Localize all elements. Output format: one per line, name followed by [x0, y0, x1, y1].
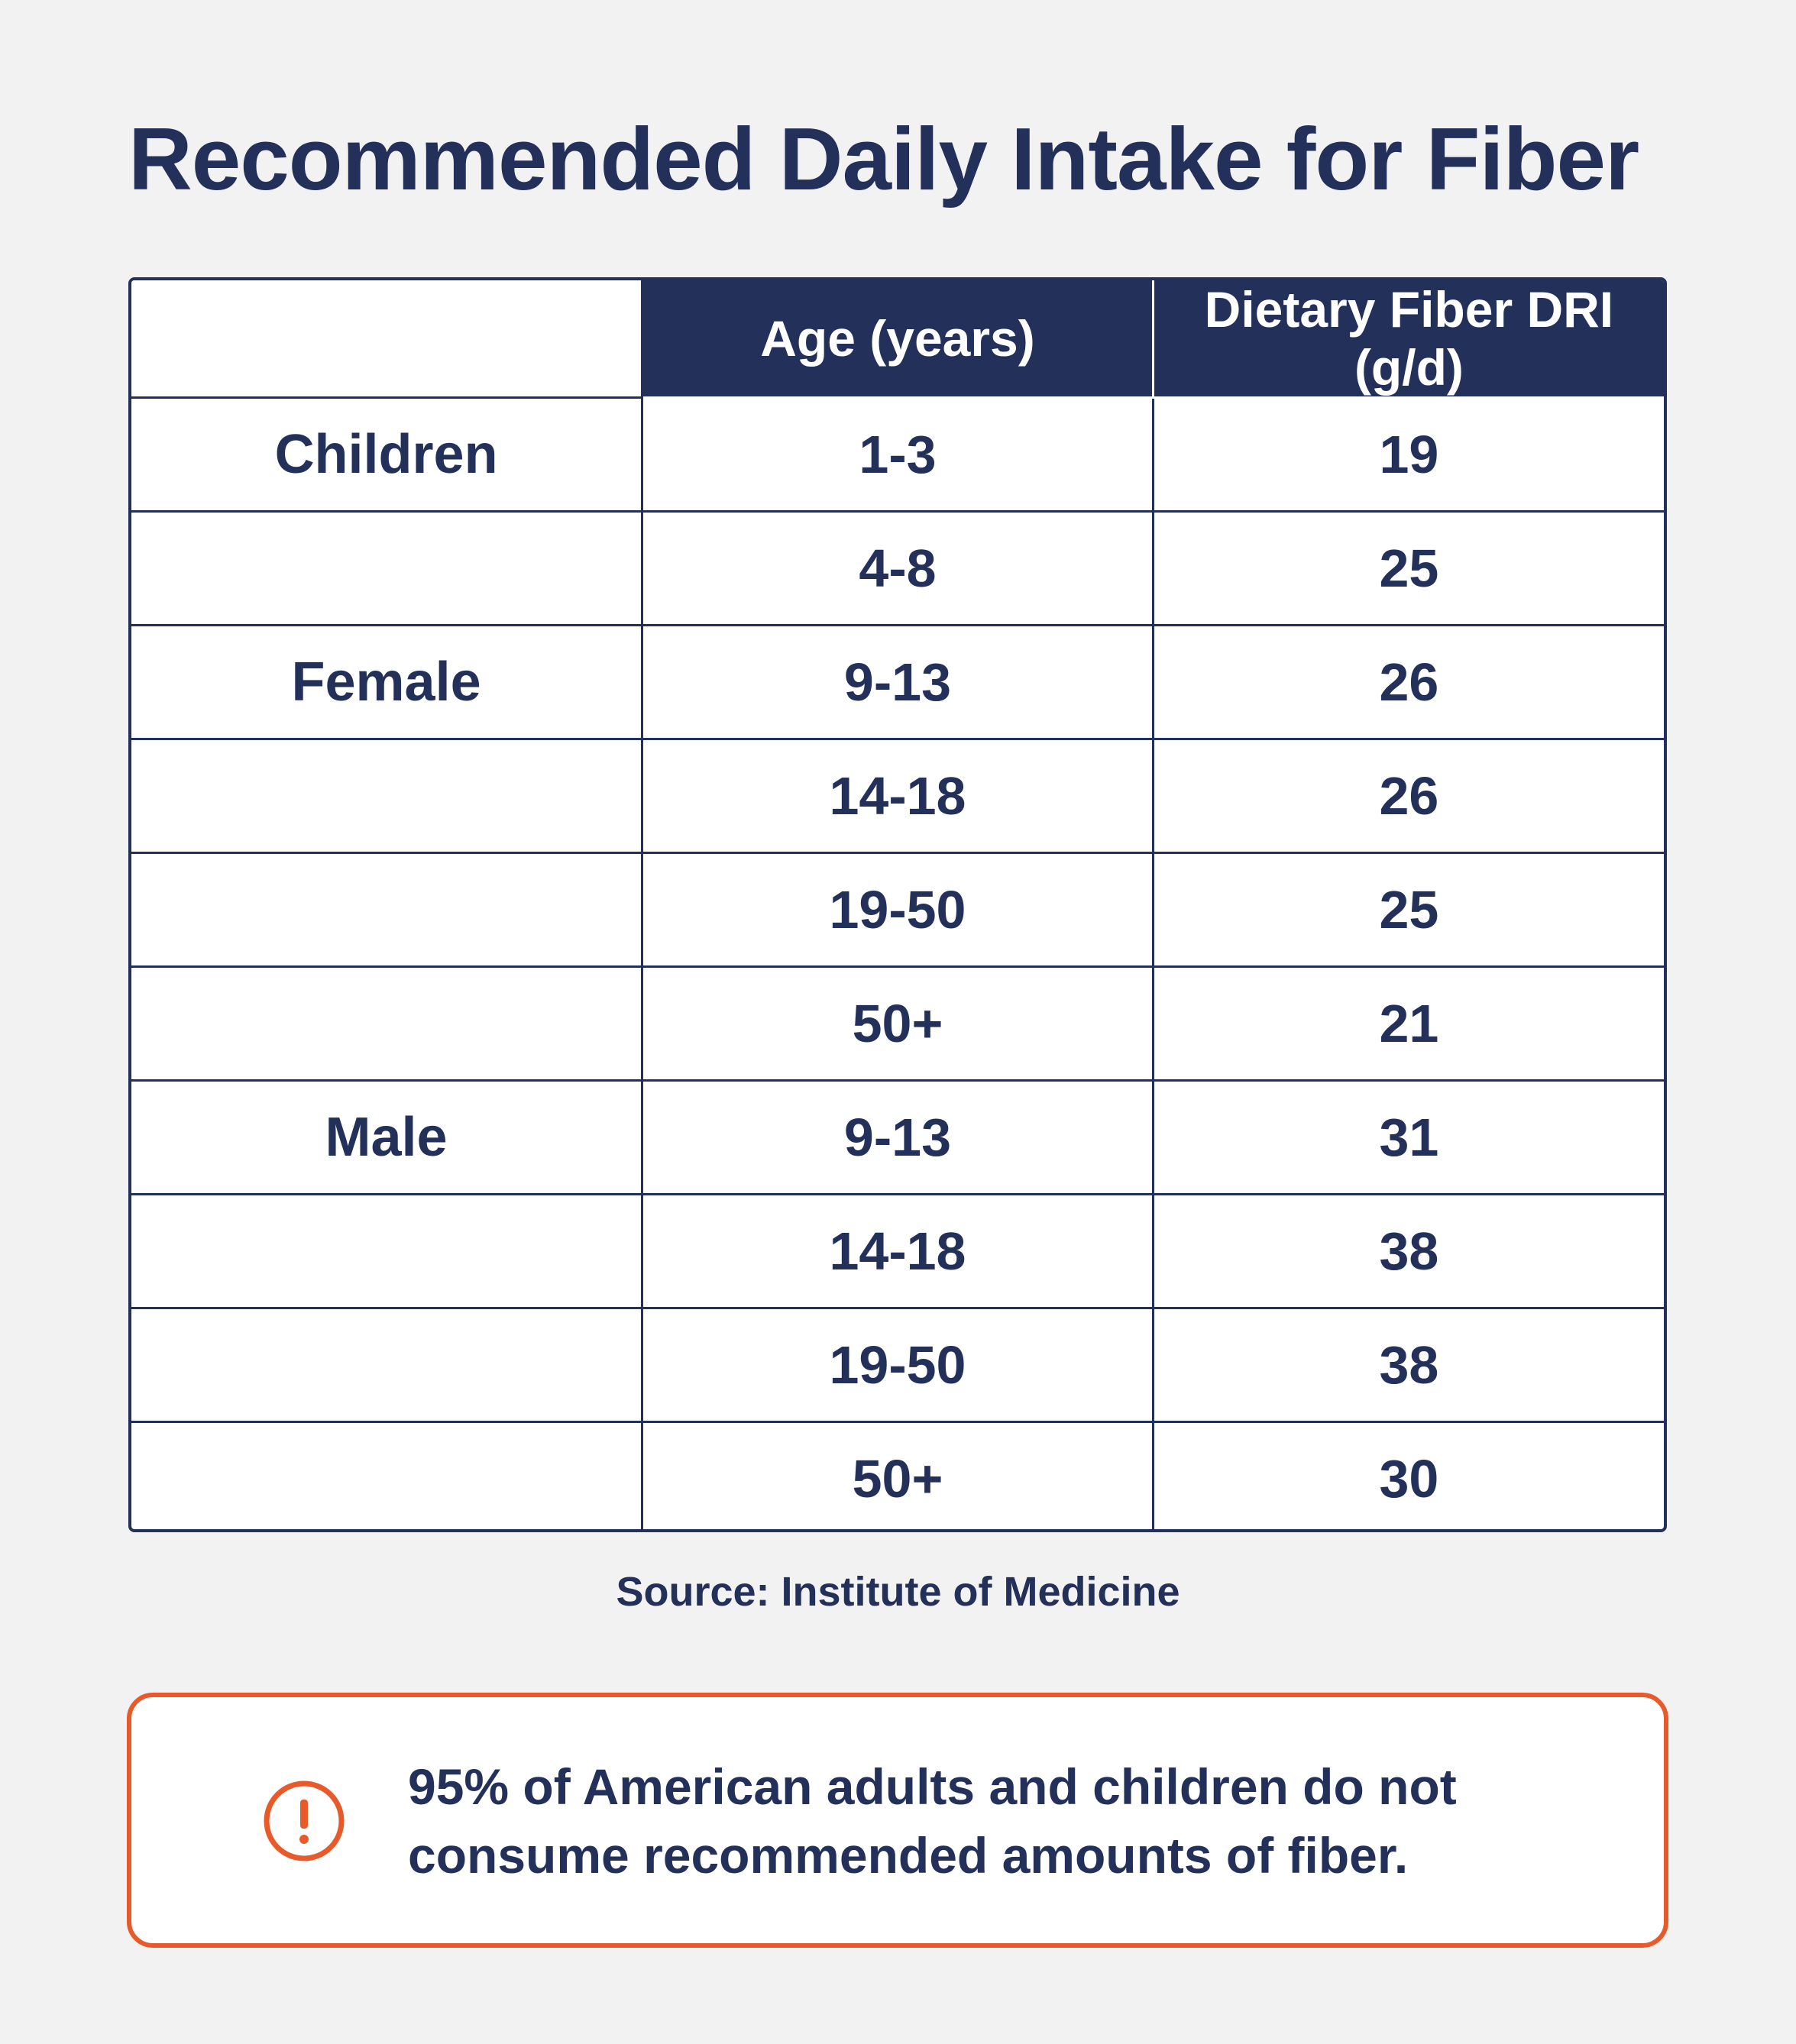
- group-cell: Children: [131, 396, 644, 513]
- source-note: Source: Institute of Medicine: [616, 1569, 1180, 1615]
- table-row: 50+ 30: [131, 1421, 1664, 1529]
- table-row: 14-18 38: [131, 1193, 1664, 1309]
- age-cell: 9-13: [641, 624, 1154, 740]
- table-row: Female 9-13 26: [131, 624, 1664, 740]
- dri-cell: 38: [1151, 1307, 1664, 1423]
- age-cell: 50+: [641, 1421, 1154, 1529]
- dri-cell: 30: [1151, 1421, 1664, 1529]
- group-cell: [131, 738, 644, 854]
- age-cell: 19-50: [641, 852, 1154, 968]
- table-row: 19-50 38: [131, 1307, 1664, 1423]
- dri-cell: 25: [1151, 510, 1664, 626]
- table-header-row: Age (years) Dietary Fiber DRI (g/d): [131, 280, 1664, 399]
- dri-cell: 19: [1151, 396, 1664, 513]
- fiber-table: Age (years) Dietary Fiber DRI (g/d) Chil…: [131, 280, 1664, 1529]
- callout-text: 95% of American adults and children do n…: [408, 1758, 1457, 1884]
- group-cell: [131, 1307, 644, 1423]
- group-cell: [131, 510, 644, 626]
- age-cell: 4-8: [641, 510, 1154, 626]
- table-row: 14-18 26: [131, 738, 1664, 854]
- page-title: Recommended Daily Intake for Fiber: [128, 109, 1639, 209]
- header-cell-group: [131, 280, 644, 399]
- age-cell: 19-50: [641, 1307, 1154, 1423]
- group-cell: Female: [131, 624, 644, 740]
- table-row: Male 9-13 31: [131, 1079, 1664, 1195]
- table-row: 4-8 25: [131, 510, 1664, 626]
- group-cell: [131, 1421, 644, 1529]
- table-body: Children 1-3 19 4-8 25 Female 9-13 26 14…: [131, 396, 1664, 1529]
- fiber-callout-box: 95% of American adults and children do n…: [127, 1693, 1668, 1948]
- table-row: 19-50 25: [131, 852, 1664, 968]
- dri-cell: 26: [1151, 738, 1664, 854]
- table-row: 50+ 21: [131, 965, 1664, 1082]
- header-cell-age: Age (years): [641, 280, 1154, 399]
- age-cell: 50+: [641, 965, 1154, 1082]
- age-cell: 14-18: [641, 738, 1154, 854]
- dri-cell: 38: [1151, 1193, 1664, 1309]
- age-cell: 14-18: [641, 1193, 1154, 1309]
- exclamation-circle-icon: [264, 1780, 345, 1861]
- dri-cell: 25: [1151, 852, 1664, 968]
- group-cell: [131, 965, 644, 1082]
- age-cell: 1-3: [641, 396, 1154, 513]
- group-cell: [131, 1193, 644, 1309]
- group-cell: [131, 852, 644, 968]
- dri-cell: 31: [1151, 1079, 1664, 1195]
- table-row: Children 1-3 19: [131, 396, 1664, 513]
- header-cell-dri: Dietary Fiber DRI (g/d): [1151, 280, 1664, 399]
- fiber-intake-table: Age (years) Dietary Fiber DRI (g/d) Chil…: [128, 277, 1667, 1532]
- age-cell: 9-13: [641, 1079, 1154, 1195]
- group-cell: Male: [131, 1079, 644, 1195]
- dri-cell: 26: [1151, 624, 1664, 740]
- dri-cell: 21: [1151, 965, 1664, 1082]
